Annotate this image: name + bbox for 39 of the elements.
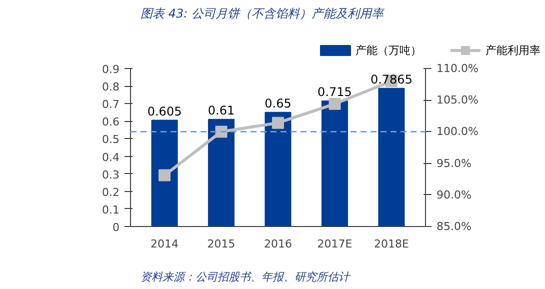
data-label: 0.65 [264,96,292,110]
y-tick-label: 0.6 [102,116,120,129]
y-tick-label: 0.5 [102,133,120,146]
y-tick-label: 0.9 [102,63,120,76]
data-label: 0.7865 [370,72,412,86]
point [272,116,284,129]
y2-tick-label: 95.0% [436,156,472,170]
text: 资料来源：公司招股书、年报、研究所估计 [140,270,352,284]
bar [264,112,292,226]
legend-label: 产能（万吨） [356,44,422,57]
bar [208,118,235,226]
data-label: 0.61 [208,103,235,118]
point [158,169,171,182]
y2-tick-label: 110.0% [436,62,478,75]
data-label: 0.715 [318,84,352,99]
y2-tick-label: 85.0% [436,220,472,233]
y-tick-label: 0.3 [102,168,120,182]
y2-tick-label: 90.0% [436,188,472,202]
data-label: 0.605 [147,104,182,118]
x-tick-label: 2014 [150,238,179,250]
bar [321,100,348,226]
x-tick-label: 2017E [317,238,352,250]
legend-label: 产能利用率 [486,44,540,57]
bar [378,88,405,226]
x-tick-label: 2016 [264,238,292,250]
bar [151,120,178,226]
y-tick-label: 0.8 [102,80,120,94]
point [215,126,228,138]
y-tick-label: 0.1 [102,203,120,216]
y-tick-label: 0.4 [102,150,120,164]
y-tick-label: 0.2 [102,186,120,199]
x-tick-label: 2018E [374,238,409,250]
y2-tick-label: 105.0% [436,94,478,107]
chart-title: 图表 43: 公司月饼（不含馅料）产能及利用率 [140,6,386,20]
y2-tick-label: 100.0% [436,125,478,138]
point [328,98,341,110]
x-tick-label: 2015 [207,238,236,250]
y-tick-label: 0 [112,221,120,234]
y-tick-label: 0.7 [102,98,120,112]
